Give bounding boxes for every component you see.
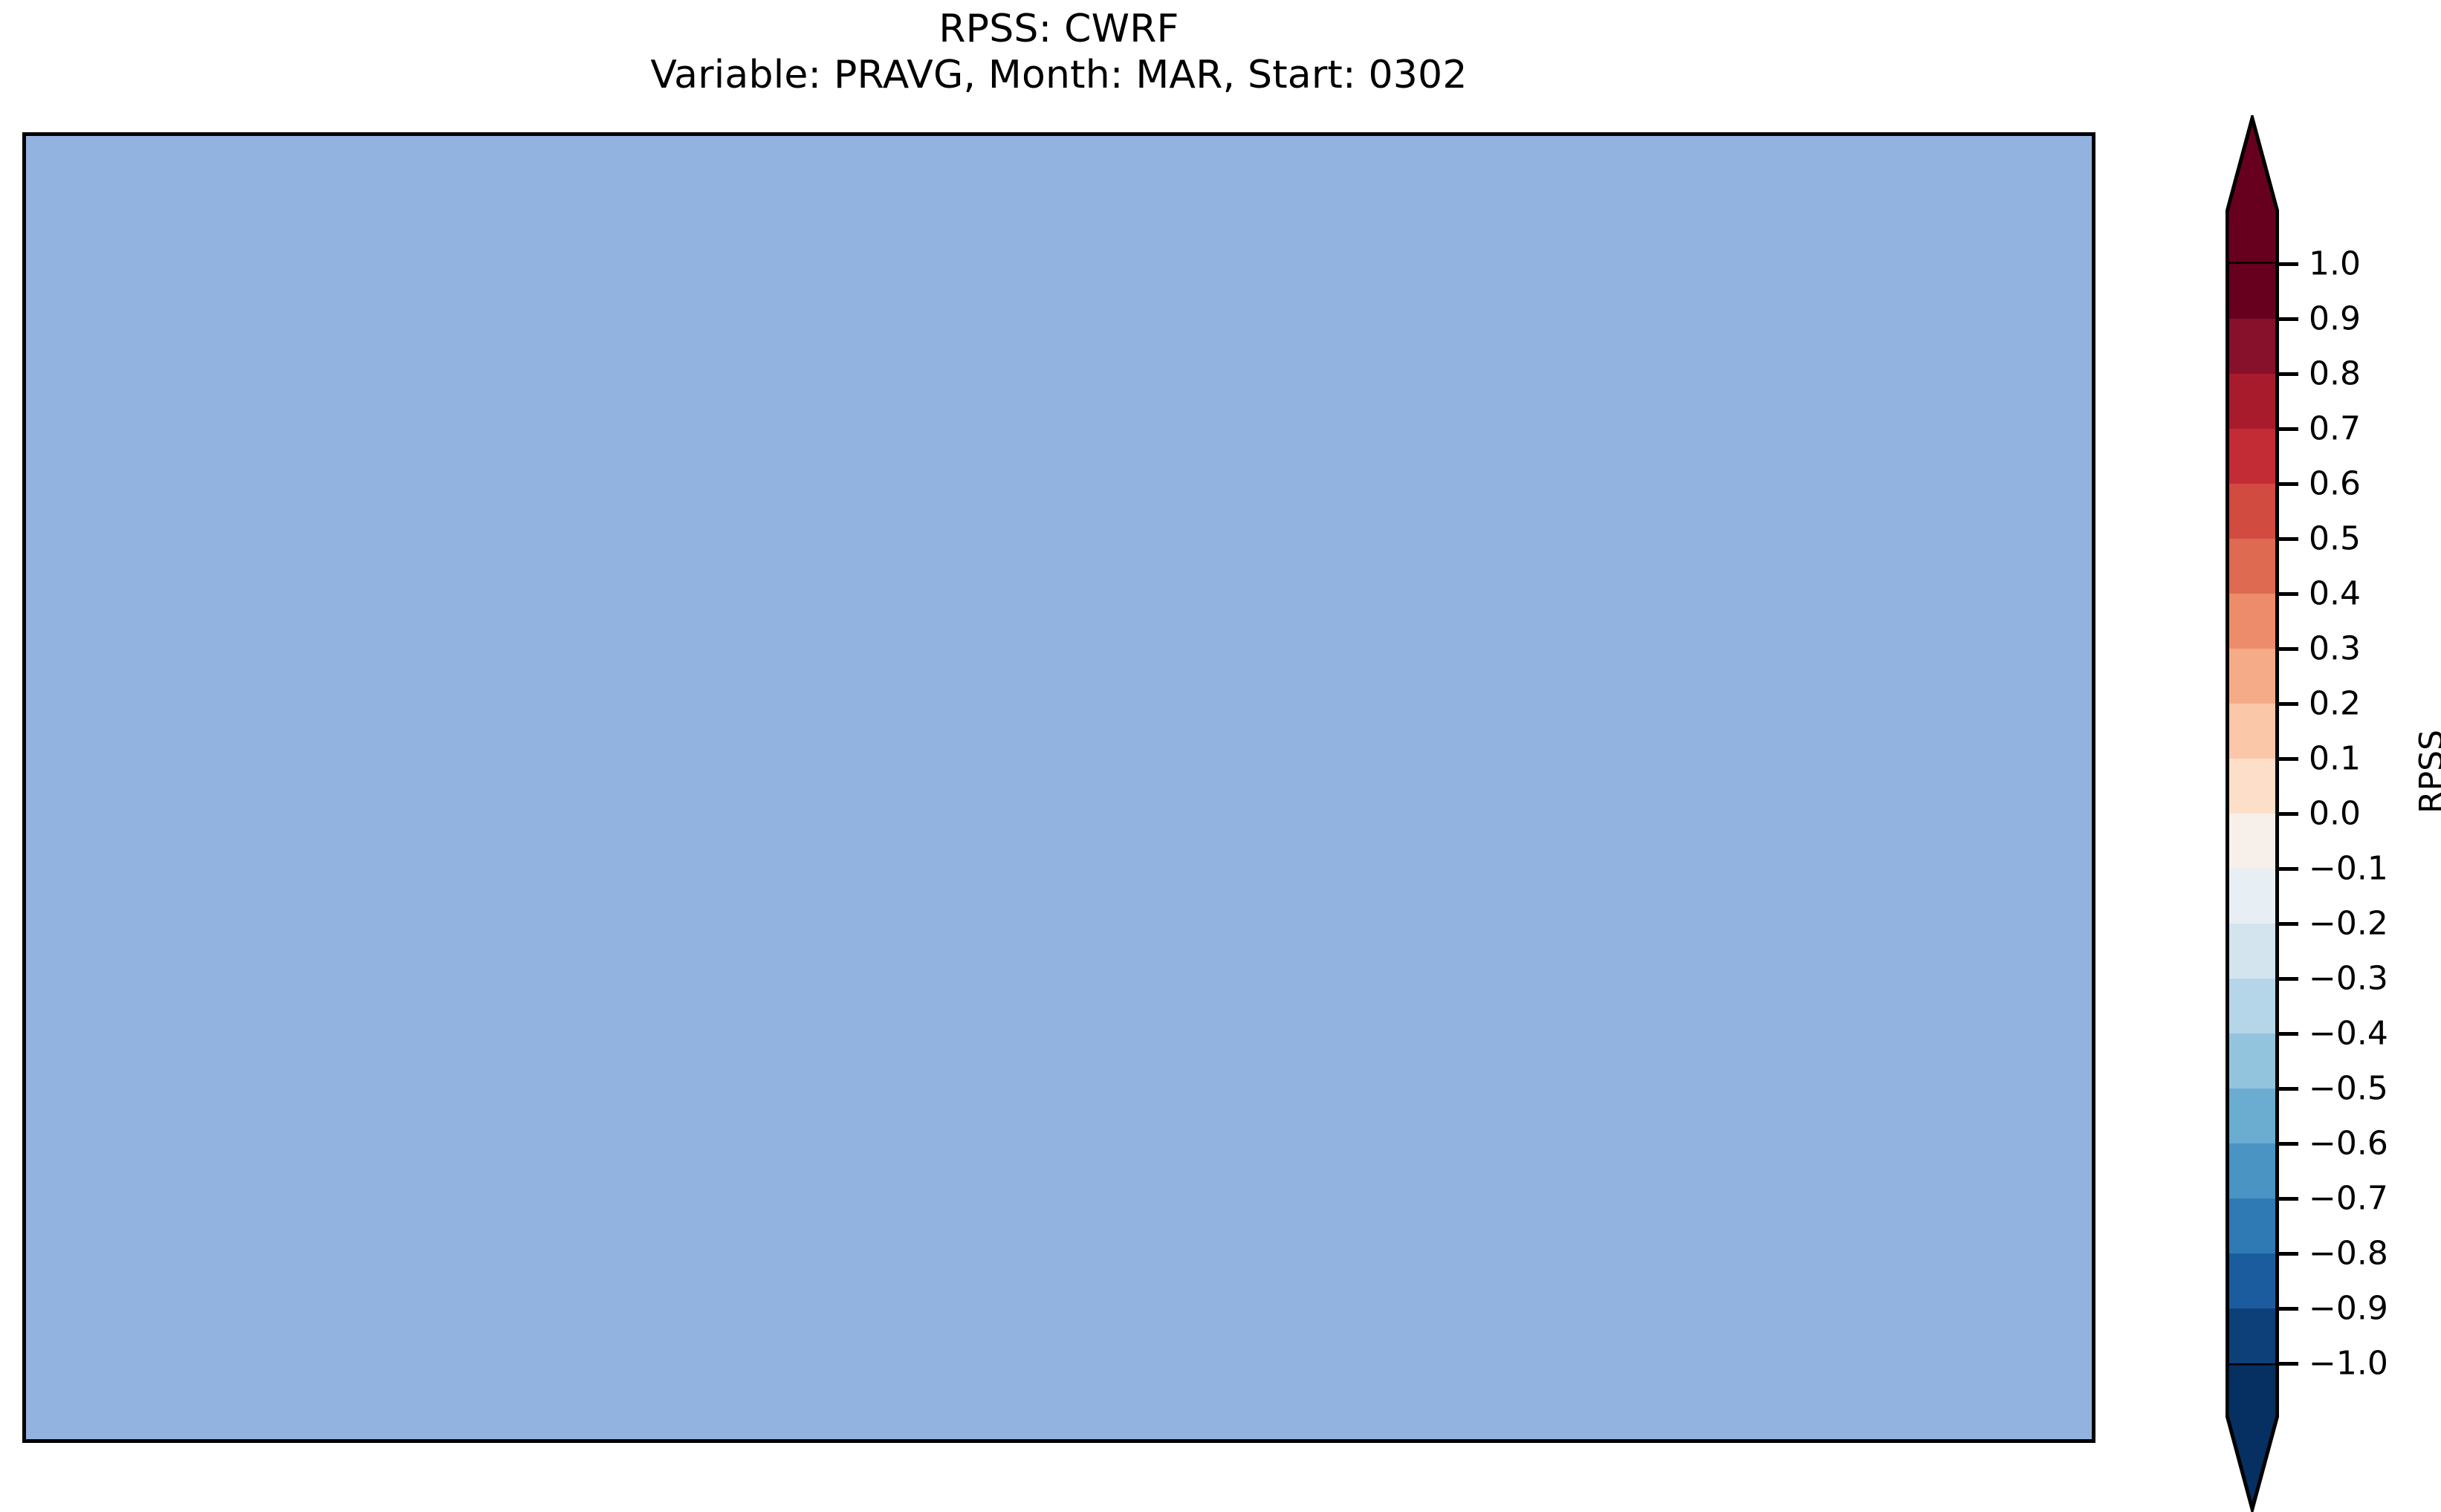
- colorbar-tick-label: 0.8: [2309, 354, 2361, 393]
- colorbar-tick: [2279, 317, 2298, 321]
- colorbar-tick-label: 0.1: [2309, 739, 2361, 778]
- colorbar-tick: [2279, 1362, 2298, 1366]
- colorbar-tick-label: −0.3: [2309, 959, 2388, 998]
- colorbar-tick-label: −0.4: [2309, 1014, 2388, 1053]
- colorbar-segment: [2229, 704, 2275, 759]
- colorbar-tick: [2279, 1307, 2298, 1311]
- rpss-heatmap-canvas: [26, 136, 2092, 1439]
- colorbar-segment: [2229, 924, 2275, 979]
- colorbar-tick-label: 0.5: [2309, 519, 2361, 558]
- colorbar-segment: [2229, 814, 2275, 869]
- colorbar-tick: [2279, 922, 2298, 926]
- colorbar-tick: [2279, 1252, 2298, 1256]
- colorbar-tick-label: 0.2: [2309, 684, 2361, 723]
- colorbar-tick-label: −1.0: [2309, 1344, 2388, 1383]
- colorbar-segment: [2229, 594, 2275, 649]
- colorbar-over-arrow: [2226, 115, 2279, 264]
- colorbar-tick: [2279, 1142, 2298, 1146]
- colorbar-segment: [2229, 1034, 2275, 1089]
- colorbar-tick-label: 0.3: [2309, 629, 2361, 668]
- colorbar-segment: [2229, 1088, 2275, 1144]
- colorbar-tick-label: −0.6: [2309, 1124, 2388, 1163]
- colorbar-segment: [2229, 759, 2275, 814]
- colorbar-axis-label: RPSS: [2413, 730, 2441, 814]
- colorbar-tick: [2279, 262, 2298, 266]
- colorbar-segment: [2229, 374, 2275, 429]
- colorbar-segment: [2229, 319, 2275, 374]
- colorbar-tick: [2279, 482, 2298, 486]
- colorbar-tick: [2279, 537, 2298, 541]
- colorbar-tick-label: 0.6: [2309, 464, 2361, 503]
- colorbar-tick-label: −0.2: [2309, 904, 2388, 943]
- colorbar-segment: [2229, 264, 2275, 319]
- colorbar-tick-label: 0.7: [2309, 409, 2361, 448]
- map-panel: [22, 132, 2095, 1443]
- colorbar-tick-label: 0.4: [2309, 574, 2361, 613]
- colorbar-segment: [2229, 649, 2275, 704]
- colorbar-under-arrow: [2226, 1363, 2279, 1512]
- colorbar-segment: [2229, 1308, 2275, 1364]
- title-line-primary: RPSS: CWRF: [939, 7, 1179, 51]
- colorbar-tick: [2279, 1087, 2298, 1091]
- figure-title: RPSS: CWRF Variable: PRAVG, Month: MAR, …: [0, 6, 2118, 98]
- colorbar-tick-label: 0.9: [2309, 299, 2361, 338]
- colorbar-tick: [2279, 702, 2298, 706]
- colorbar-tick: [2279, 592, 2298, 596]
- colorbar-tick: [2279, 812, 2298, 816]
- colorbar: 1.0 0.9 0.8 0.7 0.6 0.5 0.4 0.3 0.2 0.1 0.0 −0.1 −0.…: [2226, 115, 2441, 1512]
- colorbar-segment: [2229, 1253, 2275, 1309]
- colorbar-tick-label: 0.0: [2309, 794, 2361, 833]
- colorbar-tick: [2279, 1197, 2298, 1201]
- colorbar-tick-label: −0.8: [2309, 1234, 2388, 1273]
- colorbar-segment: [2229, 979, 2275, 1034]
- colorbar-tick-label: −0.5: [2309, 1069, 2388, 1108]
- colorbar-tick: [2279, 427, 2298, 431]
- colorbar-segment: [2229, 1198, 2275, 1254]
- colorbar-segment: [2229, 429, 2275, 484]
- colorbar-tick-label: −0.9: [2309, 1289, 2388, 1328]
- colorbar-tick-label: −0.7: [2309, 1179, 2388, 1218]
- colorbar-segment: [2229, 484, 2275, 539]
- colorbar-tick: [2279, 867, 2298, 871]
- colorbar-tick: [2279, 1032, 2298, 1036]
- colorbar-tick: [2279, 647, 2298, 651]
- colorbar-segment: [2229, 1143, 2275, 1199]
- colorbar-tick-label: −0.1: [2309, 849, 2388, 888]
- colorbar-gradient: [2226, 264, 2279, 1364]
- colorbar-tick-label: 1.0: [2309, 244, 2361, 283]
- colorbar-tick: [2279, 372, 2298, 376]
- title-line-secondary: Variable: PRAVG, Month: MAR, Start: 0302: [650, 53, 1468, 97]
- colorbar-segment: [2229, 539, 2275, 594]
- colorbar-tick: [2279, 757, 2298, 761]
- colorbar-tick: [2279, 977, 2298, 981]
- colorbar-segment: [2229, 869, 2275, 924]
